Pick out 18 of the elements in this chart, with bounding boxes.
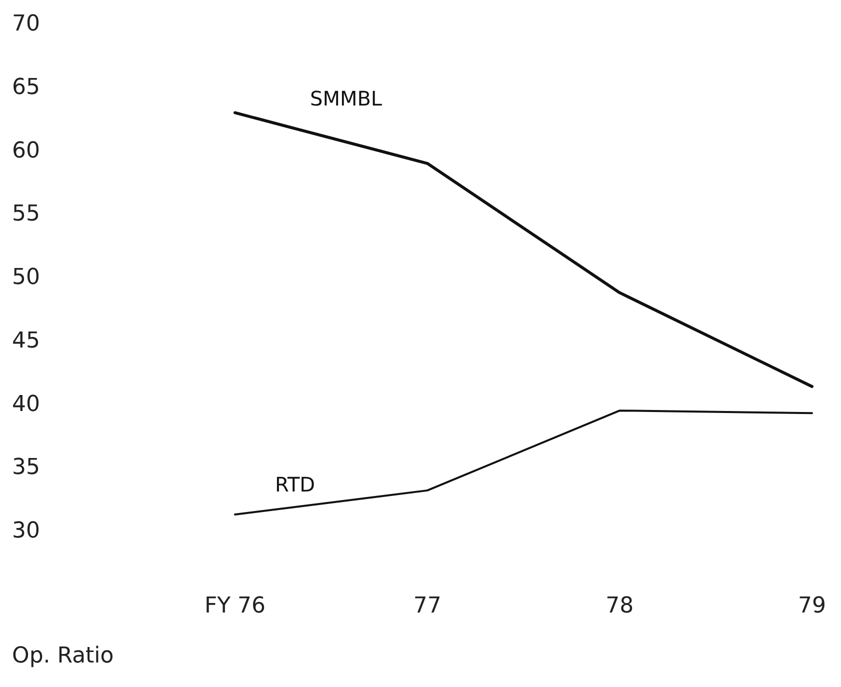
series-label: SMMBL <box>310 86 383 111</box>
x-tick-label: 79 <box>798 594 826 618</box>
y-tick-label: 45 <box>12 328 40 354</box>
line-series <box>234 111 814 388</box>
y-tick-label: 50 <box>12 265 40 290</box>
series-label: RTD <box>275 472 316 497</box>
y-tick-label: 30 <box>12 518 40 544</box>
x-tick-label: 77 <box>413 594 442 618</box>
y-tick-label: 40 <box>12 392 40 417</box>
y-tick-label: 70 <box>12 12 40 36</box>
y-tick-label: 55 <box>12 202 40 227</box>
y-tick-label: 65 <box>12 74 40 100</box>
y-tick-label: 60 <box>12 138 40 164</box>
x-tick-label: FY 76 <box>204 594 266 618</box>
y-axis-title: Op. Ratio <box>12 644 114 668</box>
line-series <box>234 410 813 516</box>
x-tick-label: 78 <box>606 594 634 618</box>
y-tick-label: 35 <box>12 455 40 480</box>
